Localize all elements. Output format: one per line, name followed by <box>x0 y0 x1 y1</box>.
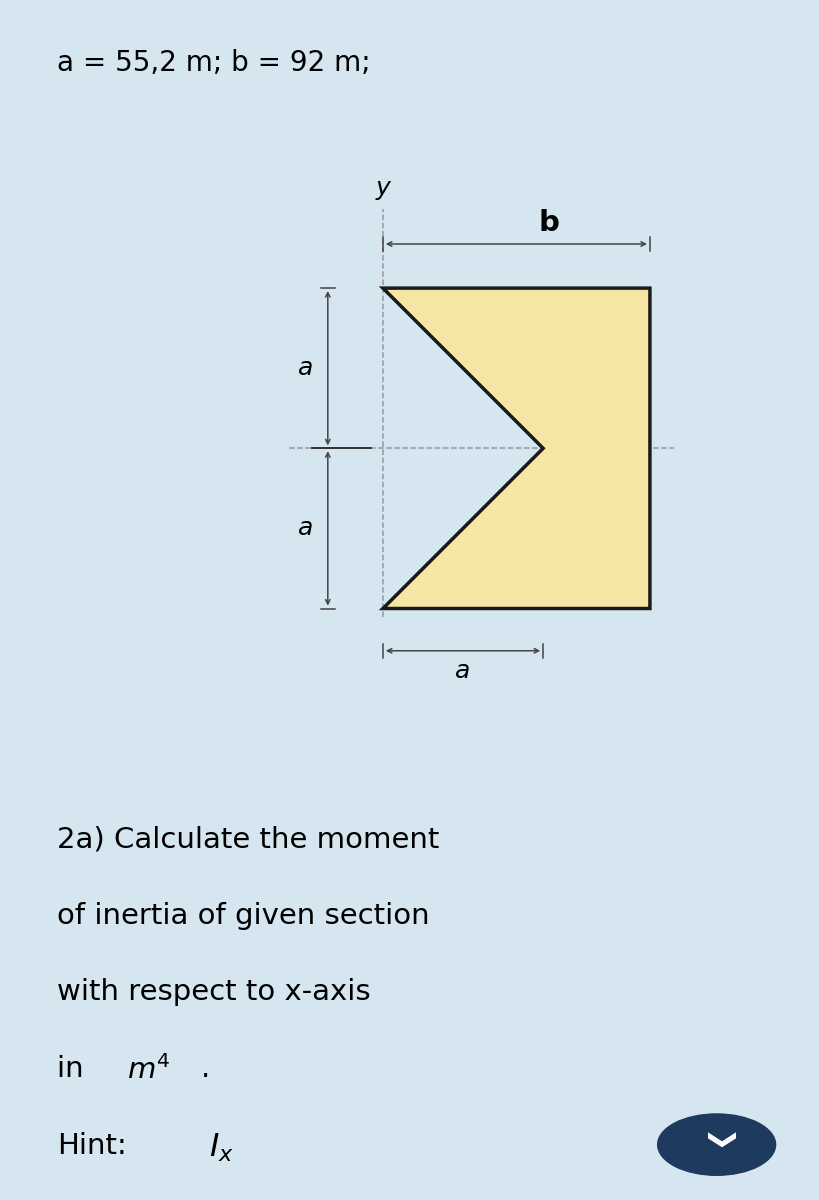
Text: with respect to x-axis: with respect to x-axis <box>57 978 371 1007</box>
Text: Hint:: Hint: <box>57 1132 127 1160</box>
Circle shape <box>658 1114 776 1175</box>
Text: in: in <box>57 1055 93 1084</box>
Text: a: a <box>298 356 314 380</box>
Text: y: y <box>376 176 391 200</box>
Text: 2a) Calculate the moment: 2a) Calculate the moment <box>57 826 440 853</box>
Text: .: . <box>201 1055 210 1084</box>
Text: a = 55,2 m; b = 92 m;: a = 55,2 m; b = 92 m; <box>57 49 371 77</box>
Text: a: a <box>298 516 314 540</box>
Text: ❯: ❯ <box>703 1130 731 1154</box>
Text: $I_x$: $I_x$ <box>209 1132 233 1164</box>
Text: a: a <box>455 660 471 684</box>
Text: $m^4$: $m^4$ <box>127 1055 170 1085</box>
Text: b: b <box>538 209 559 236</box>
Text: of inertia of given section: of inertia of given section <box>57 902 430 930</box>
Polygon shape <box>383 288 650 608</box>
